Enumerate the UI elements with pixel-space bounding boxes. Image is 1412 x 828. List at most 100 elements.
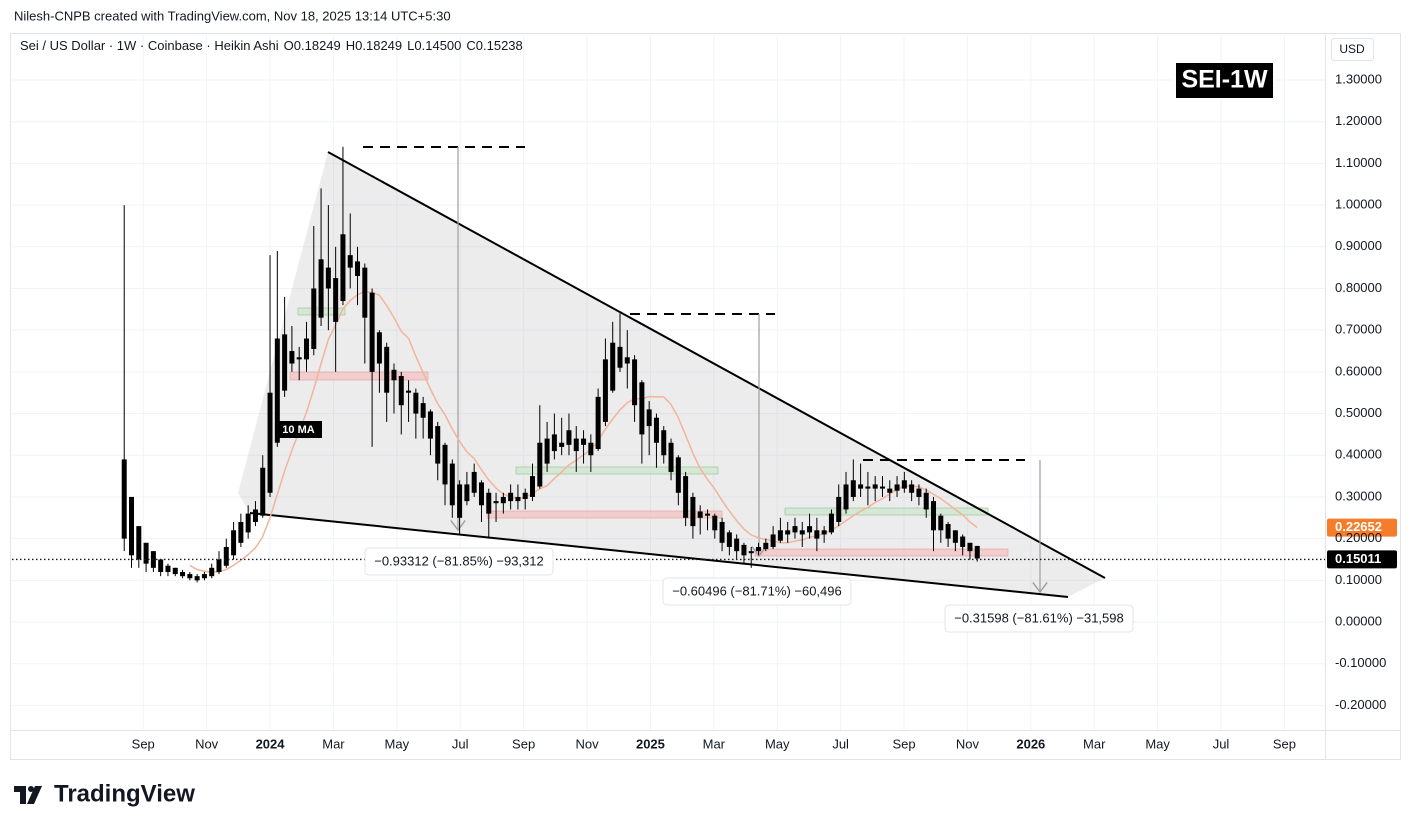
candle-body [522, 492, 528, 500]
candle-body [245, 513, 251, 533]
candle-body [712, 515, 718, 531]
candle-body [807, 526, 813, 533]
candle-body [756, 546, 762, 552]
frame [10, 33, 1401, 760]
x-tick-label: Nov [195, 736, 219, 751]
lower-trendline [249, 512, 1069, 598]
x-tick-label: Sep [892, 736, 915, 751]
candle-body [274, 338, 280, 443]
annotation-box [662, 577, 852, 606]
y-tick-label: 0.00000 [1335, 613, 1382, 628]
annotation: −0.93312 (−81.85%) −93,312 [374, 553, 544, 568]
candle-body [478, 482, 484, 506]
candle-body [449, 463, 455, 506]
candle-body [814, 530, 820, 539]
x-tick-label: May [1145, 736, 1170, 751]
ohlc-value: C0.15238 [466, 38, 522, 53]
x-tick-label: Jul [1213, 736, 1230, 751]
x-tick-label: Sep [1273, 736, 1296, 751]
candle-body [340, 234, 346, 301]
support-zone [784, 507, 989, 516]
candle-body [143, 542, 149, 564]
candle-body [748, 551, 754, 554]
candle-body [719, 521, 725, 543]
candle-body [879, 486, 885, 489]
candle-body [303, 338, 309, 360]
candle-body [785, 530, 791, 535]
candle-body [952, 530, 958, 543]
y-tick-label: 0.50000 [1335, 405, 1382, 420]
candle-body [260, 467, 266, 516]
y-tick-label: -0.20000 [1335, 697, 1386, 712]
candle-body [376, 332, 382, 364]
candle-body [493, 501, 499, 504]
candle-body [653, 417, 659, 443]
credit: Nilesh-CNPB created with TradingView.com… [14, 8, 451, 23]
candle-body [697, 511, 703, 518]
candle-body [216, 559, 222, 572]
candle-body [661, 430, 667, 456]
candle-body [588, 442, 594, 456]
x-tick-label: May [765, 736, 790, 751]
resistance-zone [289, 371, 429, 381]
candle-body [471, 471, 477, 493]
candle-body [311, 288, 317, 349]
ma-label-box [275, 421, 322, 438]
candle-body [624, 357, 630, 364]
badge-box [1174, 61, 1275, 100]
candle-body [457, 484, 463, 518]
candle-body [960, 536, 966, 547]
candle-body [734, 538, 740, 552]
candle-body [406, 390, 412, 393]
candle-body [435, 426, 441, 464]
candle-body [792, 526, 798, 533]
candle-body [530, 476, 536, 497]
candle-body [223, 546, 229, 566]
candle-body [238, 521, 244, 543]
candle-body [675, 457, 681, 493]
ma-price-box [1327, 518, 1397, 537]
ma-label: 10 MA [282, 424, 314, 436]
y-tick-label: 1.20000 [1335, 113, 1382, 128]
candle-body [515, 496, 521, 502]
candle-body [646, 409, 652, 427]
x-tick-label: Nov [956, 736, 980, 751]
candle-body [704, 513, 710, 516]
y-tick-label: 0.30000 [1335, 488, 1382, 503]
annotation-box [944, 604, 1134, 633]
candle-body [916, 488, 922, 497]
candle-body [909, 484, 915, 493]
candle-body [136, 526, 142, 560]
candle-body [858, 484, 864, 489]
x-tick-label: 2026 [1016, 736, 1045, 751]
candle-body [602, 359, 608, 422]
candle-body [632, 359, 638, 406]
candle-body [231, 530, 237, 556]
y-tick-label: 1.00000 [1335, 197, 1382, 212]
y-tick-label: 1.30000 [1335, 71, 1382, 86]
candle-body [931, 501, 937, 531]
candle-body [821, 530, 827, 535]
x-tick-label: May [385, 736, 410, 751]
candle-body [391, 369, 397, 381]
candle-body [726, 532, 732, 547]
candle-body [938, 515, 944, 531]
x-tick-label: Mar [1083, 736, 1106, 751]
y-tick-label: 0.20000 [1335, 530, 1382, 545]
candle-body [559, 442, 565, 447]
candle-body [581, 438, 587, 445]
y-tick-label: 0.70000 [1335, 322, 1382, 337]
candle-body [617, 346, 623, 368]
candle-body [894, 484, 900, 491]
candle-body [158, 559, 164, 572]
candle-body [923, 492, 929, 510]
candle-body [267, 392, 273, 493]
candle-body [595, 396, 601, 449]
candle-body [413, 392, 419, 414]
ohlc-value: H0.18249 [346, 38, 402, 53]
candle-body [172, 567, 178, 575]
annotation-box [364, 547, 554, 576]
series [121, 146, 980, 583]
annotation: −0.60496 (−81.71%) −60,496 [672, 583, 842, 598]
